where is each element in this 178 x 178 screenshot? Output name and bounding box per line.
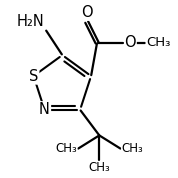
Text: O: O bbox=[81, 5, 93, 20]
Text: S: S bbox=[29, 69, 38, 83]
Text: H₂N: H₂N bbox=[17, 14, 45, 29]
Text: CH₃: CH₃ bbox=[56, 142, 77, 155]
Text: N: N bbox=[39, 102, 50, 117]
Text: CH₃: CH₃ bbox=[121, 142, 143, 155]
Text: O: O bbox=[125, 35, 136, 50]
Text: CH₃: CH₃ bbox=[146, 36, 170, 49]
Text: CH₃: CH₃ bbox=[88, 161, 110, 174]
